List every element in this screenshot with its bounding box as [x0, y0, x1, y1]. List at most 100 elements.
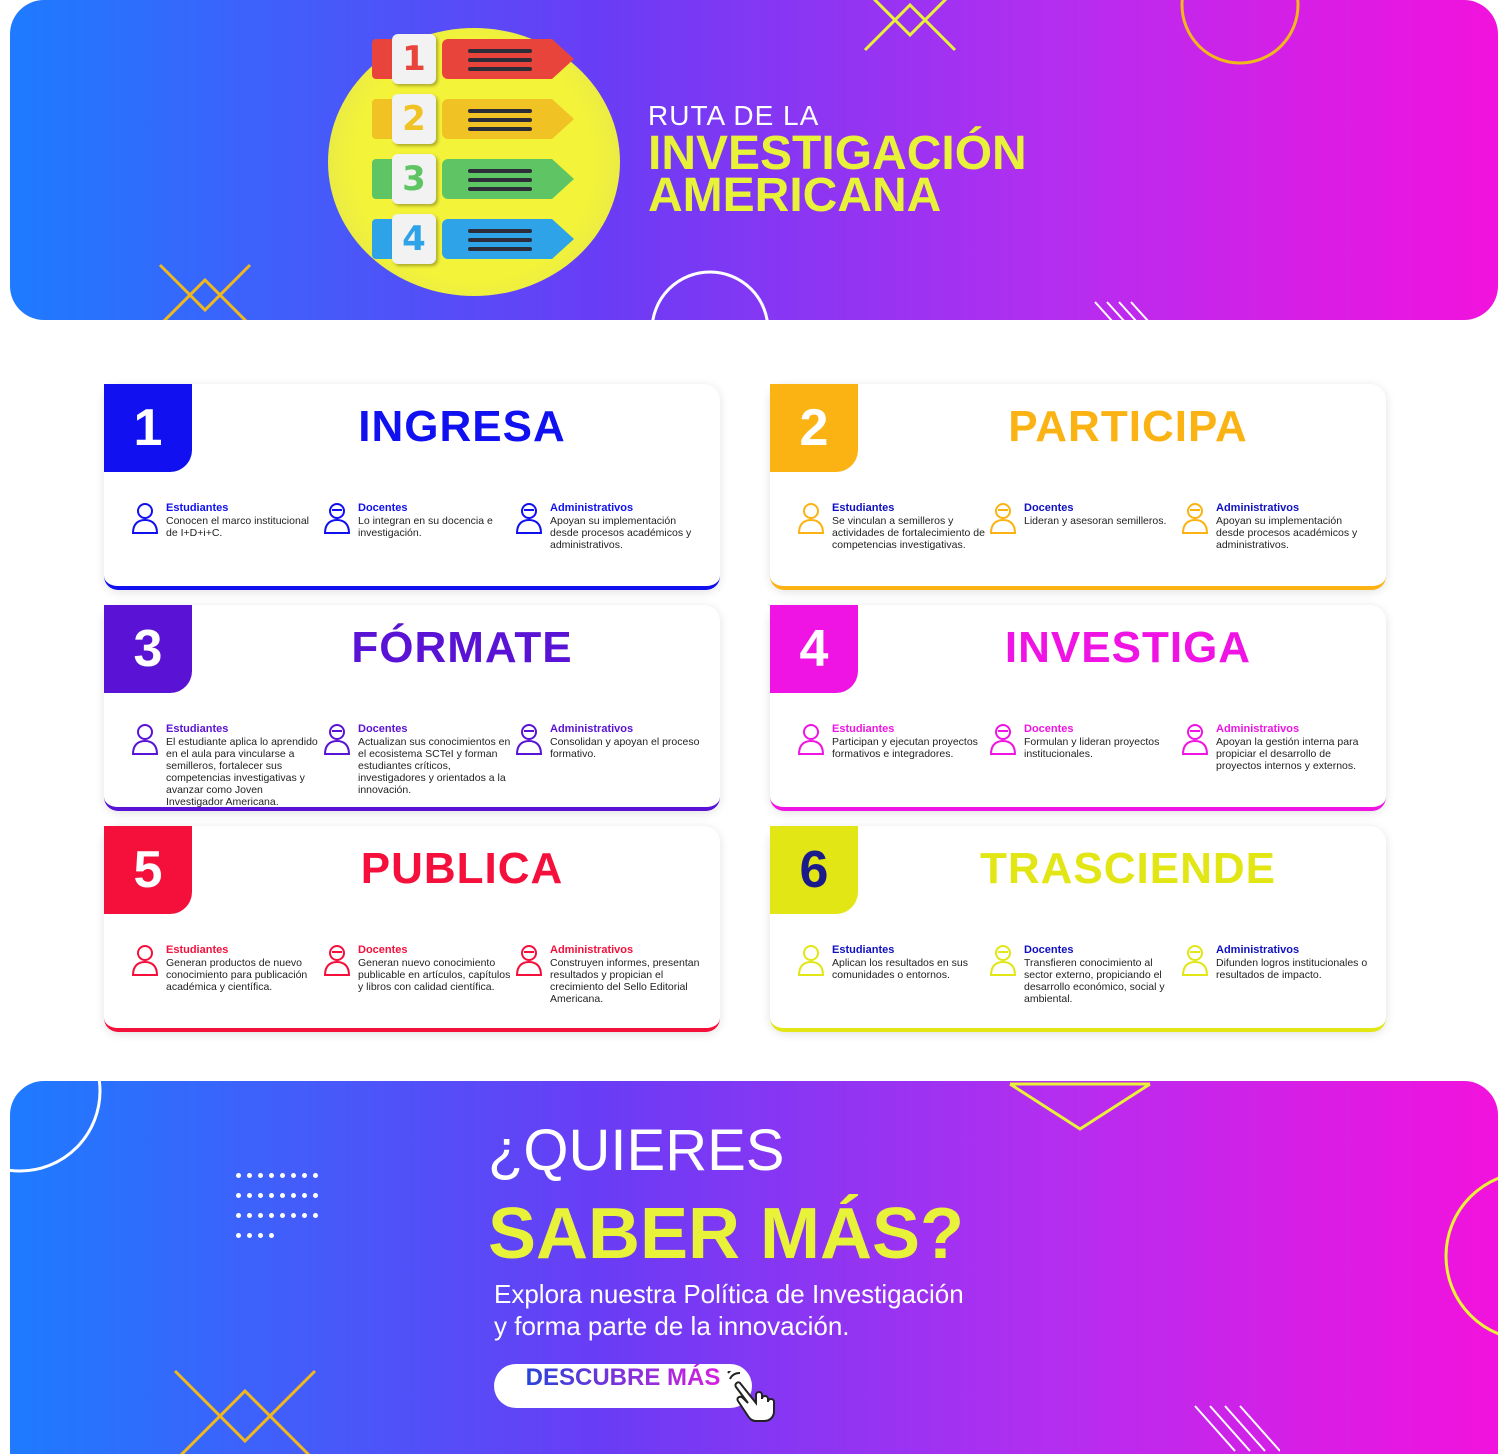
step-card: 5 PUBLICA Estudiantes Generan productos de …	[104, 826, 720, 1032]
dot	[236, 1233, 241, 1238]
step-title: TRASCIENDE	[979, 844, 1277, 893]
person-icon	[797, 945, 825, 976]
role-name: Administrativos	[550, 944, 634, 956]
role-administrativos: Administrativos Consolidan y apoyan el pr…	[514, 723, 704, 760]
person-icon	[797, 724, 825, 755]
role-estudiantes: Estudiantes Conocen el marco instituciona…	[130, 502, 320, 539]
role-administrativos: Administrativos Construyen informes, pres…	[514, 944, 704, 1005]
role-docentes: Docentes Generan nuevo conocimiento publi…	[322, 944, 512, 993]
person-icon	[515, 945, 543, 976]
step-card: 3 FÓRMATE Estudiantes El estudiante aplica …	[104, 605, 720, 811]
role-name: Estudiantes	[166, 723, 229, 735]
discover-more-button[interactable]: DESCUBRE MÁS	[494, 1364, 752, 1408]
dot	[236, 1193, 241, 1198]
role-name: Docentes	[358, 944, 408, 956]
dot	[258, 1173, 263, 1178]
dot	[302, 1193, 307, 1198]
person-icon	[1181, 503, 1209, 534]
dot	[269, 1213, 274, 1218]
step-tag: 2	[372, 94, 582, 144]
step-title: PARTICIPA	[1008, 402, 1248, 451]
dot	[269, 1233, 274, 1238]
role-description: Difunden logros institucionales o result…	[1216, 957, 1368, 981]
role-description: Se vinculan a semilleros y actividades d…	[832, 515, 985, 551]
role-docentes: Docentes Lideran y asesoran semilleros.	[988, 502, 1178, 534]
step-number-badge: 4	[770, 605, 858, 693]
tag-tail	[372, 219, 394, 259]
tag-tip	[552, 219, 574, 259]
x-shape-decoration	[158, 263, 252, 320]
step-title: PUBLICA	[360, 844, 564, 893]
role-name: Docentes	[1024, 502, 1074, 514]
step-tag: 4	[372, 214, 582, 264]
role-description: Transfieren conocimiento al sector exter…	[1024, 957, 1165, 1005]
text-lines-icon	[468, 229, 532, 256]
tag-tip	[552, 159, 574, 199]
step-number-badge: 2	[770, 384, 858, 472]
person-icon	[131, 503, 159, 534]
discover-more-label: DESCUBRE MÁS	[525, 1364, 721, 1391]
role-description: Generan nuevo conocimiento publicable en…	[358, 957, 511, 993]
tag-tail	[372, 159, 394, 199]
dot	[291, 1213, 296, 1218]
role-name: Docentes	[358, 502, 408, 514]
role-name: Administrativos	[1216, 944, 1300, 956]
dots-decoration	[236, 1173, 326, 1253]
role-name: Docentes	[358, 723, 408, 735]
step-title: FÓRMATE	[351, 623, 573, 672]
role-name: Administrativos	[1216, 502, 1300, 514]
role-description: Apoyan su implementación desde procesos …	[1216, 515, 1358, 551]
dot	[302, 1213, 307, 1218]
role-description: Apoyan su implementación desde procesos …	[550, 515, 692, 551]
card-bottom-bar	[104, 576, 720, 590]
role-administrativos: Administrativos Apoyan su implementación …	[1180, 502, 1370, 551]
dot	[236, 1173, 241, 1178]
cta-subtitle-line2: y forma parte de la innovación.	[494, 1311, 850, 1341]
person-icon	[797, 503, 825, 534]
x-shape-decoration	[863, 0, 957, 52]
dot	[280, 1193, 285, 1198]
role-name: Estudiantes	[166, 502, 229, 514]
dot	[247, 1233, 252, 1238]
cta-question: ¿QUIERES	[488, 1118, 785, 1183]
hand-pointer-icon	[727, 1371, 775, 1422]
dot	[258, 1193, 263, 1198]
dot	[280, 1173, 285, 1178]
step-number-badge: 5	[104, 826, 192, 914]
circle-decoration	[1180, 0, 1300, 65]
card-bottom-bar	[104, 797, 720, 811]
circle-decoration	[1444, 1176, 1498, 1336]
person-icon	[1181, 945, 1209, 976]
tag-tip	[552, 99, 574, 139]
card-bottom-bar	[104, 1018, 720, 1032]
role-name: Estudiantes	[832, 723, 895, 735]
title-line2: INVESTIGACIÓN	[648, 127, 1027, 180]
person-icon	[515, 724, 543, 755]
dot	[291, 1173, 296, 1178]
card-bottom-bar	[770, 797, 1386, 811]
dot	[269, 1173, 274, 1178]
role-administrativos: Administrativos Apoyan la gestión interna…	[1180, 723, 1370, 772]
person-icon	[131, 724, 159, 755]
person-icon	[323, 724, 351, 755]
text-lines-icon	[468, 169, 532, 196]
step-card: 6 TRASCIENDE Estudiantes Aplican los result…	[770, 826, 1386, 1032]
role-description: Apoyan la gestión interna para propiciar…	[1216, 736, 1359, 772]
role-name: Administrativos	[1216, 723, 1300, 735]
role-docentes: Docentes Actualizan sus conocimientos en …	[322, 723, 512, 796]
role-name: Estudiantes	[166, 944, 229, 956]
role-description: Participan y ejecutan proyectos formativ…	[832, 736, 978, 760]
dot	[313, 1193, 318, 1198]
step-number-badge: 3	[104, 605, 192, 693]
role-docentes: Docentes Formulan y lideran proyectos ins…	[988, 723, 1178, 760]
cta-banner: ¿QUIERES SABER MÁS? Explora nuestra Polí…	[10, 1081, 1498, 1454]
step-title: INVESTIGA	[1004, 623, 1252, 672]
role-description: Construyen informes, presentan resultado…	[550, 957, 700, 1005]
step-card: 1 INGRESA Estudiantes Conocen el marco inst…	[104, 384, 720, 590]
role-description: Formulan y lideran proyectos institucion…	[1024, 736, 1160, 760]
role-administrativos: Administrativos Difunden logros instituci…	[1180, 944, 1370, 981]
cta-subtitle-line1: Explora nuestra Política de Investigació…	[494, 1279, 964, 1309]
person-icon	[989, 945, 1017, 976]
dot	[247, 1173, 252, 1178]
dot	[247, 1213, 252, 1218]
